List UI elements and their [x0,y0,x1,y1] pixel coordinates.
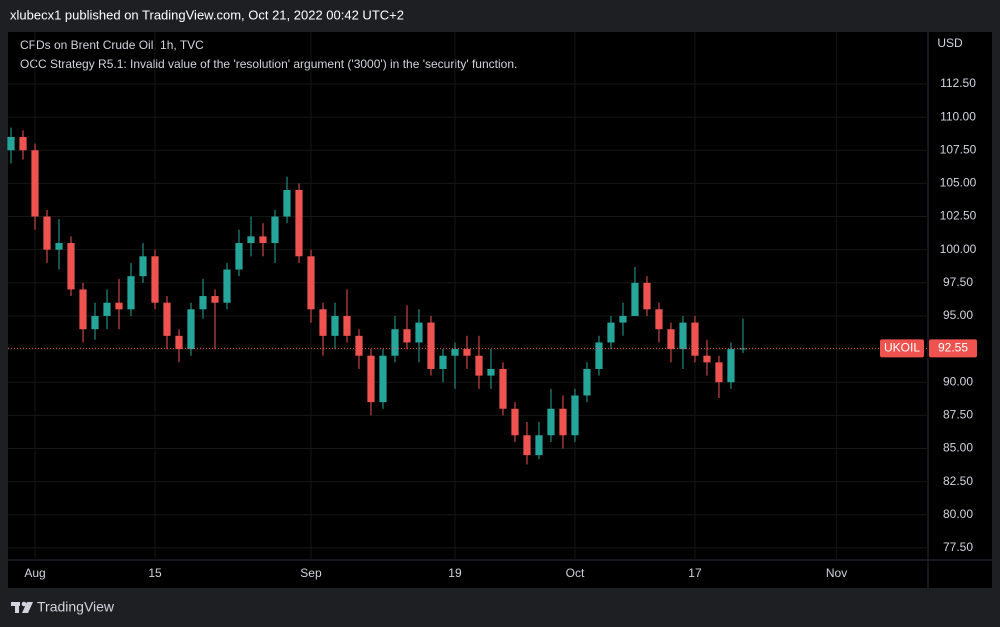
candle-body [535,435,543,456]
y-tick-label: 95.00 [943,308,973,322]
candle-body [739,348,747,350]
candle-body [7,136,15,151]
candle-body [235,243,243,270]
price-badge [929,339,977,358]
candle-body [283,190,291,217]
candle-body [259,236,267,244]
candle-body [151,256,159,303]
candle-body [19,136,27,151]
candle-body [415,322,423,343]
candle-body [295,190,303,257]
candle-body [679,322,687,350]
candle-body [175,335,183,350]
candle-body [547,408,555,436]
candle-body [271,216,279,244]
y-tick-label: 102.50 [940,209,977,223]
publish-header: xlubecx1 published on TradingView.com, O… [10,7,404,22]
candle-body [559,408,567,436]
candle-body [403,329,411,343]
last-price-label: 92.55 [938,341,968,355]
candle-body [523,435,531,456]
candle-body [247,236,255,244]
candle-body [487,368,495,376]
candle-body [511,408,519,436]
candle-body [583,368,591,396]
candle-body [103,302,111,316]
y-tick-label: 77.50 [943,540,973,554]
symbol-badge [880,339,924,358]
candle-body [607,322,615,343]
candle-body [91,315,99,330]
y-tick-label: 87.50 [943,408,973,422]
candle-body [703,355,711,363]
candle-body [499,368,507,409]
x-tick-label: Nov [826,566,847,580]
y-tick-label: 110.00 [940,109,976,123]
candle-body [115,302,123,310]
candle-body [595,342,603,369]
brand: TradingView [37,599,115,615]
chart-pane [8,32,992,588]
y-tick-label: 85.00 [943,441,973,455]
candle-body [355,335,363,356]
y-tick-label: 100.00 [940,242,977,256]
logo-part [22,602,33,613]
x-tick-label: 15 [148,566,162,580]
x-tick-label: Aug [24,566,45,580]
candle-body [211,296,219,303]
candle-body [667,329,675,350]
candle-body [631,282,639,316]
candle-body [67,243,75,290]
y-tick-label: 82.50 [943,474,973,488]
y-tick-label: 80.00 [943,507,973,521]
candle-body [439,355,447,369]
candle-body [715,362,723,383]
x-tick-label: 17 [688,566,702,580]
y-tick-label: 97.50 [943,275,973,289]
candle-body [307,256,315,310]
logo-part [21,601,27,607]
candle-body [223,269,231,303]
x-tick-label: Oct [566,566,585,580]
candle-body [163,302,171,336]
chart-title: CFDs on Brent Crude Oil, 1h, TVC [20,38,204,52]
study-error: OCC Strategy R5.1: Invalid value of the … [20,57,517,71]
candle-body [571,395,579,436]
x-tick-label: Sep [300,566,322,580]
candle-body [343,315,351,336]
candle-body [475,355,483,376]
candle-body [691,322,699,356]
candle-body [199,296,207,310]
candle-body [451,349,459,356]
candle-body [139,256,147,277]
candle-body [55,243,63,250]
y-tick-label: 90.00 [943,374,973,388]
candle-body [643,282,651,310]
symbol-label: UKOIL [884,341,920,355]
candle-body [367,355,375,403]
candle-body [319,309,327,336]
x-tick-label: 19 [448,566,462,580]
candle-body [187,309,195,350]
candle-body [727,349,735,383]
candle-body [43,216,51,250]
y-tick-label: 105.00 [940,176,977,190]
candle-body [79,289,87,330]
candle-body [331,315,339,336]
candle-body [31,150,39,217]
currency-label: USD [937,36,963,50]
logo [11,601,33,613]
candle-body [127,276,135,310]
candle-body [619,315,627,323]
candle-body [379,355,387,403]
candle-body [391,329,399,356]
y-tick-label: 107.50 [940,142,977,156]
y-tick-label: 112.50 [940,76,976,90]
candle-body [655,309,663,330]
candle-body [463,349,471,356]
candle-body [427,322,435,369]
logo-part [15,602,19,613]
